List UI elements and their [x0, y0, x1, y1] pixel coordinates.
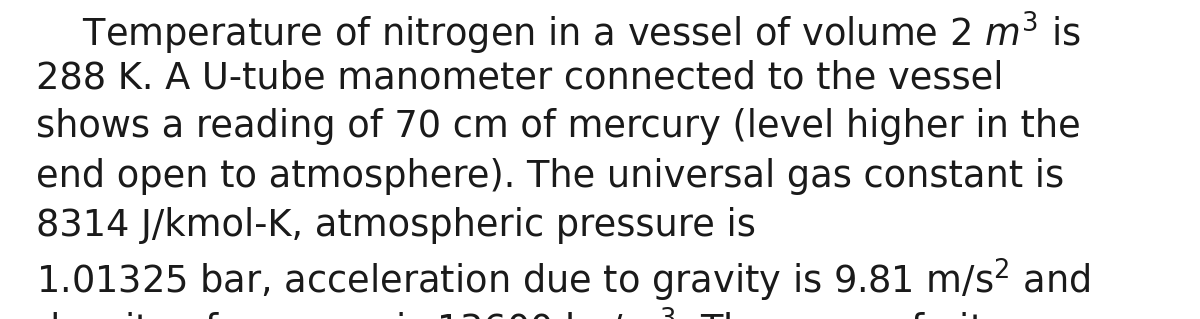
Text: 288 K. A U-tube manometer connected to the vessel: 288 K. A U-tube manometer connected to t…: [36, 59, 1003, 96]
Text: 8314 J/kmol-K, atmospheric pressure is: 8314 J/kmol-K, atmospheric pressure is: [36, 207, 756, 244]
Text: 1.01325 bar, acceleration due to gravity is 9.81 m/s$^2$ and: 1.01325 bar, acceleration due to gravity…: [36, 257, 1091, 304]
Text: end open to atmosphere). The universal gas constant is: end open to atmosphere). The universal g…: [36, 158, 1064, 195]
Text: density of mercury is 13600 kg/$\mathit{m}^3$. The mass of nitrogen: density of mercury is 13600 kg/$\mathit{…: [36, 306, 1090, 319]
Text: shows a reading of 70 cm of mercury (level higher in the: shows a reading of 70 cm of mercury (lev…: [36, 108, 1081, 145]
Text: Temperature of nitrogen in a vessel of volume 2 $\mathit{m}^3$ is: Temperature of nitrogen in a vessel of v…: [36, 10, 1081, 57]
